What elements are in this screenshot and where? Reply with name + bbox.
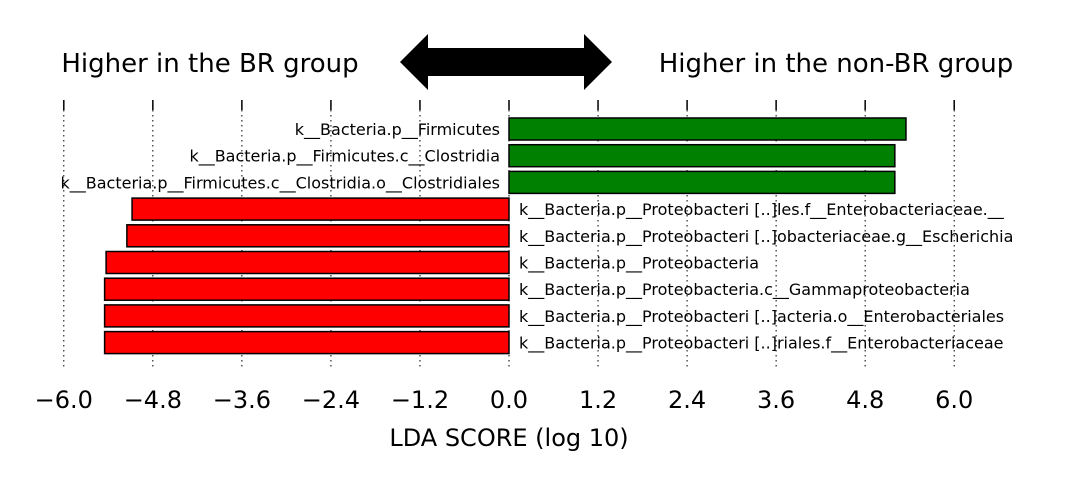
left-group-label: Higher in the BR group: [61, 49, 358, 79]
bar: [103, 304, 510, 328]
bar-label: k__Bacteria.p__Proteobacteri [..]riales.…: [519, 334, 1004, 354]
bar-label: k__Bacteria.p__Proteobacteri [..]acteria…: [519, 307, 1004, 327]
bar: [103, 330, 510, 355]
bar: [105, 250, 510, 275]
bar: [126, 224, 510, 248]
bar: [508, 170, 896, 195]
x-tick-label: 3.6: [757, 386, 795, 414]
x-tick-label: −1.2: [391, 386, 449, 414]
bar-label: k__Bacteria.p__Proteobacteri [..]obacter…: [519, 227, 1013, 247]
x-axis-label: LDA SCORE (log 10): [389, 424, 628, 452]
bar-label: k__Bacteria.p__Proteobacteri [..]les.f__…: [519, 200, 1005, 220]
x-tick-label: 2.4: [668, 386, 706, 414]
x-tick-layer: −6.0 −4.8 −3.6 −2.4 −1.2 0.0 1.2 2.4 3.6 4.8 6.0: [35, 386, 974, 414]
bar-label: k__Bacteria.p__Firmicutes: [295, 120, 500, 140]
bar-label: k__Bacteria.p__Firmicutes.c__Clostridia: [189, 147, 500, 167]
x-tick-label: −6.0: [35, 386, 93, 414]
x-tick-label: −4.8: [124, 386, 182, 414]
bar-label: k__Bacteria.p__Firmicutes.c__Clostridia.…: [60, 173, 500, 193]
right-group-label: Higher in the non-BR group: [659, 49, 1014, 79]
x-tick-label: 6.0: [935, 386, 973, 414]
bar: [508, 117, 907, 141]
bar: [131, 197, 510, 221]
double-arrow-icon: [400, 34, 612, 90]
bar: [103, 277, 510, 301]
x-tick-label: −2.4: [302, 386, 360, 414]
bar-label: k__Bacteria.p__Proteobacteria: [519, 254, 759, 274]
x-tick-label: 4.8: [846, 386, 884, 414]
bar-layer: k__Bacteria.p__Firmicutes k__Bacteria.p__…: [60, 117, 1013, 355]
x-tick-label: −3.6: [213, 386, 271, 414]
x-tick-label: 0.0: [490, 386, 528, 414]
bar: [508, 143, 896, 168]
bar-label: k__Bacteria.p__Proteobacteria.c__Gammapr…: [519, 280, 970, 300]
x-tick-label: 1.2: [579, 386, 617, 414]
